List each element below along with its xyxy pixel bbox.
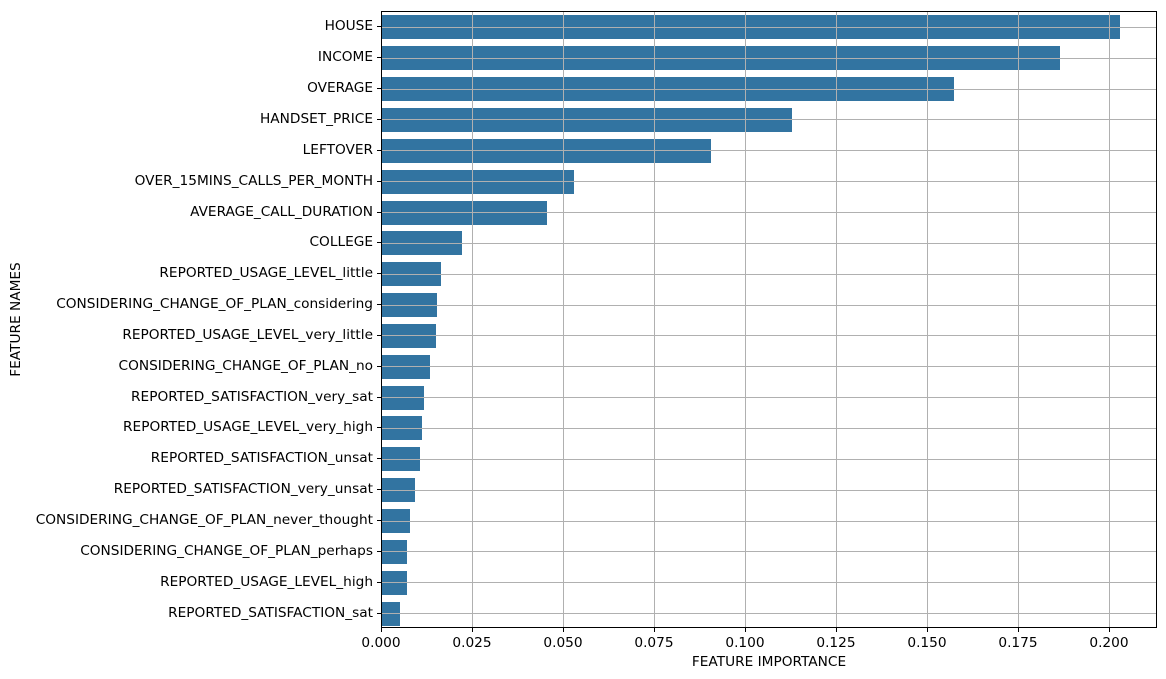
x-tick-label: 0.200 bbox=[1089, 635, 1129, 651]
y-category-label: REPORTED_USAGE_LEVEL_little bbox=[159, 265, 373, 282]
x-tick-mark bbox=[471, 628, 473, 632]
x-tick-mark bbox=[1017, 628, 1019, 632]
y-tick-mark bbox=[377, 26, 381, 28]
y-tick-mark bbox=[377, 57, 381, 59]
y-category-label: CONSIDERING_CHANGE_OF_PLAN_perhaps bbox=[80, 542, 373, 559]
y-category-label: OVER_15MINS_CALLS_PER_MONTH bbox=[134, 172, 373, 189]
x-tick-mark bbox=[744, 628, 746, 632]
gridline-horizontal bbox=[382, 150, 1156, 152]
gridline-horizontal bbox=[382, 242, 1156, 244]
y-tick-mark bbox=[377, 396, 381, 398]
y-category-label: REPORTED_SATISFACTION_very_sat bbox=[131, 388, 373, 405]
y-tick-mark bbox=[377, 520, 381, 522]
y-tick-mark bbox=[377, 489, 381, 491]
x-tick-label: 0.000 bbox=[361, 635, 401, 651]
x-tick-label: 0.125 bbox=[816, 635, 856, 651]
x-tick-label: 0.175 bbox=[998, 635, 1038, 651]
gridline-horizontal bbox=[382, 181, 1156, 183]
y-tick-mark bbox=[377, 458, 381, 460]
gridline-horizontal bbox=[382, 273, 1156, 275]
gridline-vertical bbox=[563, 12, 565, 627]
gridline-vertical bbox=[472, 12, 474, 627]
x-tick-mark bbox=[381, 628, 382, 632]
y-category-label: HANDSET_PRICE bbox=[260, 110, 373, 127]
y-tick-mark bbox=[377, 581, 381, 583]
y-tick-mark bbox=[377, 118, 381, 120]
y-category-label: REPORTED_USAGE_LEVEL_very_high bbox=[123, 419, 373, 436]
y-category-label: REPORTED_SATISFACTION_sat bbox=[168, 604, 373, 621]
gridline-horizontal bbox=[382, 551, 1156, 553]
y-tick-mark bbox=[377, 334, 381, 336]
gridline-horizontal bbox=[382, 427, 1156, 429]
y-tick-mark bbox=[377, 273, 381, 275]
x-tick-mark bbox=[1108, 628, 1110, 632]
x-tick-label: 0.100 bbox=[725, 635, 765, 651]
y-tick-mark bbox=[377, 88, 381, 90]
y-category-label: REPORTED_SATISFACTION_very_unsat bbox=[113, 481, 373, 498]
y-category-label: CONSIDERING_CHANGE_OF_PLAN_never_thought bbox=[35, 512, 373, 529]
gridline-horizontal bbox=[382, 88, 1156, 90]
y-category-label: CONSIDERING_CHANGE_OF_PLAN_no bbox=[118, 357, 373, 374]
gridline-horizontal bbox=[382, 582, 1156, 584]
y-tick-mark bbox=[377, 612, 381, 614]
gridline-horizontal bbox=[382, 26, 1156, 28]
y-tick-mark bbox=[377, 180, 381, 182]
gridline-horizontal bbox=[382, 119, 1156, 121]
x-tick-mark bbox=[835, 628, 837, 632]
x-tick-label: 0.025 bbox=[452, 635, 492, 651]
y-category-label: COLLEGE bbox=[309, 234, 374, 251]
x-tick-mark bbox=[562, 628, 564, 632]
gridline-horizontal bbox=[382, 366, 1156, 368]
y-category-label: AVERAGE_CALL_DURATION bbox=[190, 203, 373, 220]
y-tick-mark bbox=[377, 242, 381, 244]
y-axis-label: FEATURE NAMES bbox=[8, 262, 24, 377]
y-tick-mark bbox=[377, 304, 381, 306]
y-category-label: INCOME bbox=[317, 49, 373, 66]
y-tick-mark bbox=[377, 427, 381, 429]
y-category-label: OVERAGE bbox=[307, 80, 373, 97]
gridline-vertical bbox=[1018, 12, 1020, 627]
gridline-horizontal bbox=[382, 212, 1156, 214]
gridline-vertical bbox=[654, 12, 656, 627]
y-tick-mark bbox=[377, 211, 381, 213]
y-category-label: REPORTED_USAGE_LEVEL_high bbox=[160, 573, 373, 590]
y-category-label: HOUSE bbox=[324, 18, 373, 35]
y-category-label: REPORTED_USAGE_LEVEL_very_little bbox=[122, 326, 373, 343]
x-tick-label: 0.050 bbox=[543, 635, 583, 651]
x-tick-label: 0.075 bbox=[634, 635, 674, 651]
gridline-horizontal bbox=[382, 335, 1156, 337]
gridline-horizontal bbox=[382, 520, 1156, 522]
y-tick-mark bbox=[377, 550, 381, 552]
y-category-label: REPORTED_SATISFACTION_unsat bbox=[150, 450, 373, 467]
y-category-label: CONSIDERING_CHANGE_OF_PLAN_considering bbox=[56, 296, 373, 313]
gridline-horizontal bbox=[382, 57, 1156, 59]
x-tick-mark bbox=[926, 628, 928, 632]
y-category-label: LEFTOVER bbox=[302, 141, 373, 158]
gridline-vertical bbox=[836, 12, 838, 627]
gridline-horizontal bbox=[382, 304, 1156, 306]
x-axis-label: FEATURE IMPORTANCE bbox=[691, 654, 847, 670]
gridline-horizontal bbox=[382, 458, 1156, 460]
gridline-horizontal bbox=[382, 613, 1156, 615]
x-tick-label: 0.150 bbox=[907, 635, 947, 651]
gridline-horizontal bbox=[382, 489, 1156, 491]
y-tick-mark bbox=[377, 149, 381, 151]
gridline-vertical bbox=[745, 12, 747, 627]
gridline-vertical bbox=[1109, 12, 1111, 627]
x-tick-mark bbox=[653, 628, 655, 632]
gridline-vertical bbox=[927, 12, 929, 627]
gridline-horizontal bbox=[382, 397, 1156, 399]
y-tick-mark bbox=[377, 365, 381, 367]
plot-area bbox=[381, 11, 1157, 628]
